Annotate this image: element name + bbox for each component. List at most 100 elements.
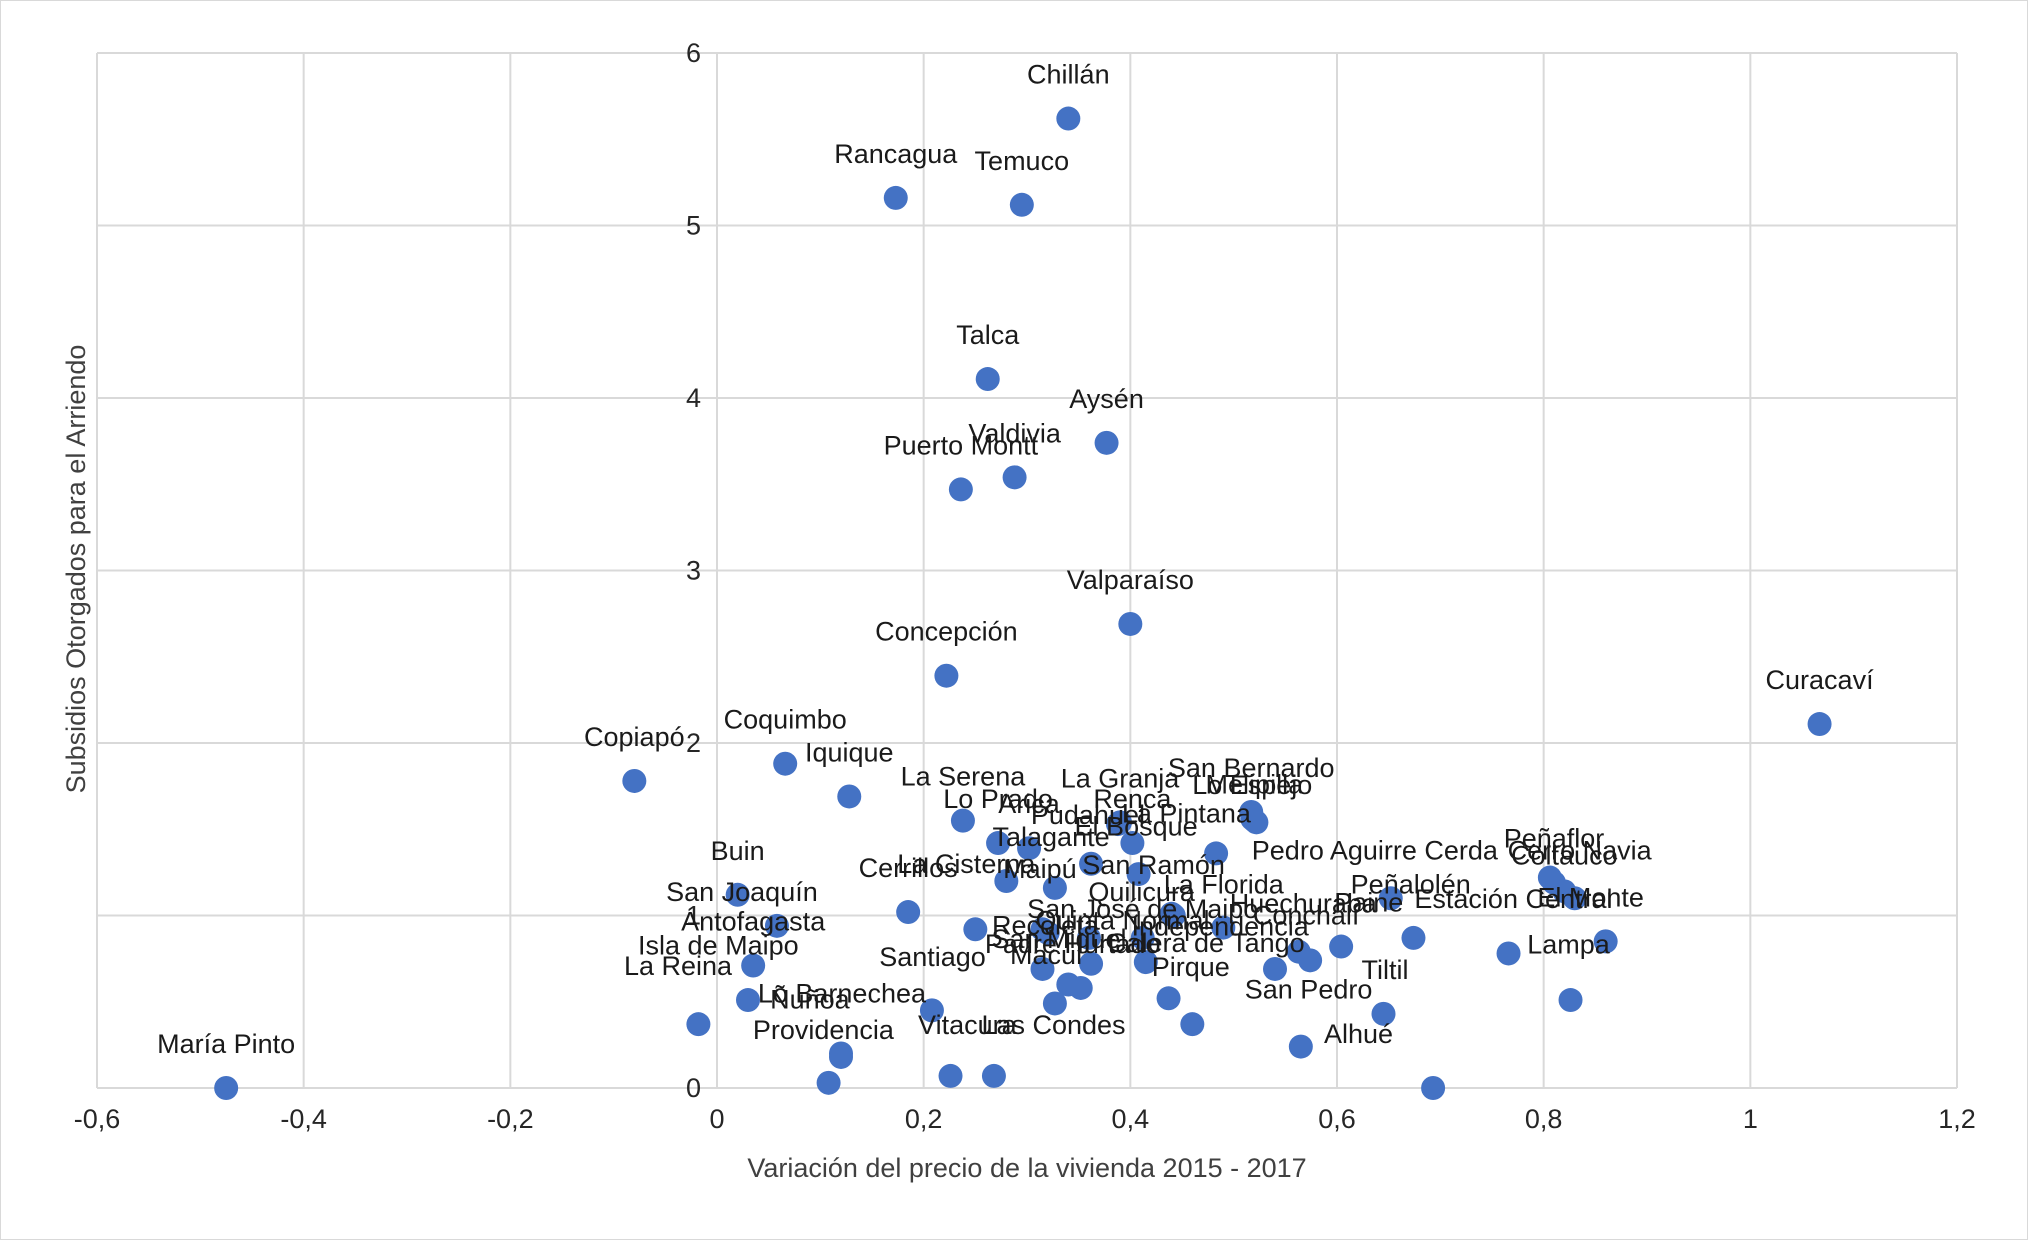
data-point [1035,920,1060,945]
point-label: Lampa [1527,929,1611,959]
point-label: Estación Central [1414,884,1612,914]
point-label: Recoleta [992,910,1100,940]
data-point [938,1063,963,1088]
point-label: Rancagua [834,139,958,169]
data-point [1244,810,1269,835]
point-label: Iquique [805,737,894,767]
point-label: Concepción [875,617,1018,647]
point-label: Quilicura [1088,877,1196,907]
axes [97,53,1957,1089]
point-label: Valparaíso [1067,565,1194,595]
point-label: Huechuraba [1230,889,1378,919]
data-point [1807,712,1832,737]
data-point [1378,886,1403,911]
point-label: San Miguel [991,924,1126,954]
point-label: Melipilla [1206,770,1305,800]
point-label: Calera de Tango [1107,928,1305,958]
x-tick-label: 0,6 [1318,1104,1356,1134]
y-tick-label: 2 [686,728,701,758]
data-point [1030,956,1055,981]
data-point [1263,956,1287,981]
data-point [1329,934,1354,959]
data-point [686,1012,711,1037]
data-point [948,477,973,502]
point-label: Arica [998,789,1060,819]
point-label: Ñuñoa [770,983,851,1014]
y-tick-label: 3 [686,556,701,586]
data-point [1180,1012,1205,1037]
data-point [883,185,908,210]
data-point [1298,948,1323,973]
point-label: Talca [956,320,1020,350]
data-point [934,663,959,688]
data-point [1204,841,1229,866]
data-point [622,768,647,793]
point-label: Pudahuel [1031,800,1145,830]
point-label: María Pinto [157,1029,295,1059]
point-label: La Florida [1164,870,1285,900]
x-tick-label: 0 [709,1104,724,1134]
data-point [773,751,798,776]
point-label: Lo Barnechea [758,978,927,1008]
point-label: Macul [1010,940,1082,970]
data-point [1120,831,1145,856]
point-label: Quinta Normal [1035,905,1209,935]
y-tick-label: 5 [686,211,701,241]
x-tick-label: -0,2 [487,1104,534,1134]
y-tick-label: 6 [686,38,701,68]
point-label: La Pintana [1122,798,1252,828]
x-tick-label: -0,6 [74,1104,121,1134]
point-label: Puerto Montt [884,430,1039,460]
data-point [1079,951,1104,976]
point-label: San Pedro [1245,974,1373,1004]
point-label: La Granja [1061,763,1181,793]
data-point [741,953,766,978]
data-point [1130,925,1155,950]
point-label: Vitacura [918,1010,1018,1040]
x-tick-label: 1,2 [1938,1104,1976,1134]
point-label: San Bernardo [1168,753,1335,783]
point-label: Padre Hurtado [985,929,1161,959]
point-label: Las Condes [981,1010,1125,1040]
point-label: La Reina [624,951,733,981]
data-point [950,808,975,833]
data-point [1371,1001,1396,1026]
data-point [1077,925,1101,950]
data-point [1159,901,1184,926]
x-tick-label: 0,4 [1112,1104,1150,1134]
x-axis-title: Variación del precio de la vivienda 2015… [747,1153,1306,1183]
point-label: Lo Espejo [1192,770,1312,800]
data-point [986,831,1011,856]
data-point [1401,925,1426,950]
data-point [1056,106,1081,131]
data-point [1042,991,1067,1016]
point-label: Pirque [1152,952,1230,982]
y-tick-label: 1 [686,901,701,931]
data-point [1079,851,1104,876]
point-label: Coquimbo [724,705,847,735]
y-tick-label: 4 [686,383,701,413]
point-label: Conchalí [1253,901,1360,931]
point-label: Copiapó [584,722,685,752]
point-label: Cerro Navia [1508,835,1653,865]
point-label: Curacaví [1766,665,1875,695]
data-point [981,1063,1006,1088]
data-point [1009,192,1034,217]
point-label: Paine [1334,888,1403,918]
data-point [1133,950,1158,975]
point-label: Chillán [1027,60,1110,90]
point-label: Valdivia [968,418,1062,448]
data-point [994,869,1019,893]
point-label: Pedro Aguirre Cerda [1252,836,1499,866]
data-point [1288,1034,1313,1059]
data-point [1558,988,1583,1013]
point-label: Temuco [975,146,1070,176]
data-point [1042,875,1067,900]
data-point [1593,929,1618,954]
data-point [214,1076,239,1100]
data-point [1002,465,1027,490]
data-point [1156,986,1181,1011]
x-tick-label: 0,8 [1525,1104,1563,1134]
point-label: Renca [1093,784,1172,814]
